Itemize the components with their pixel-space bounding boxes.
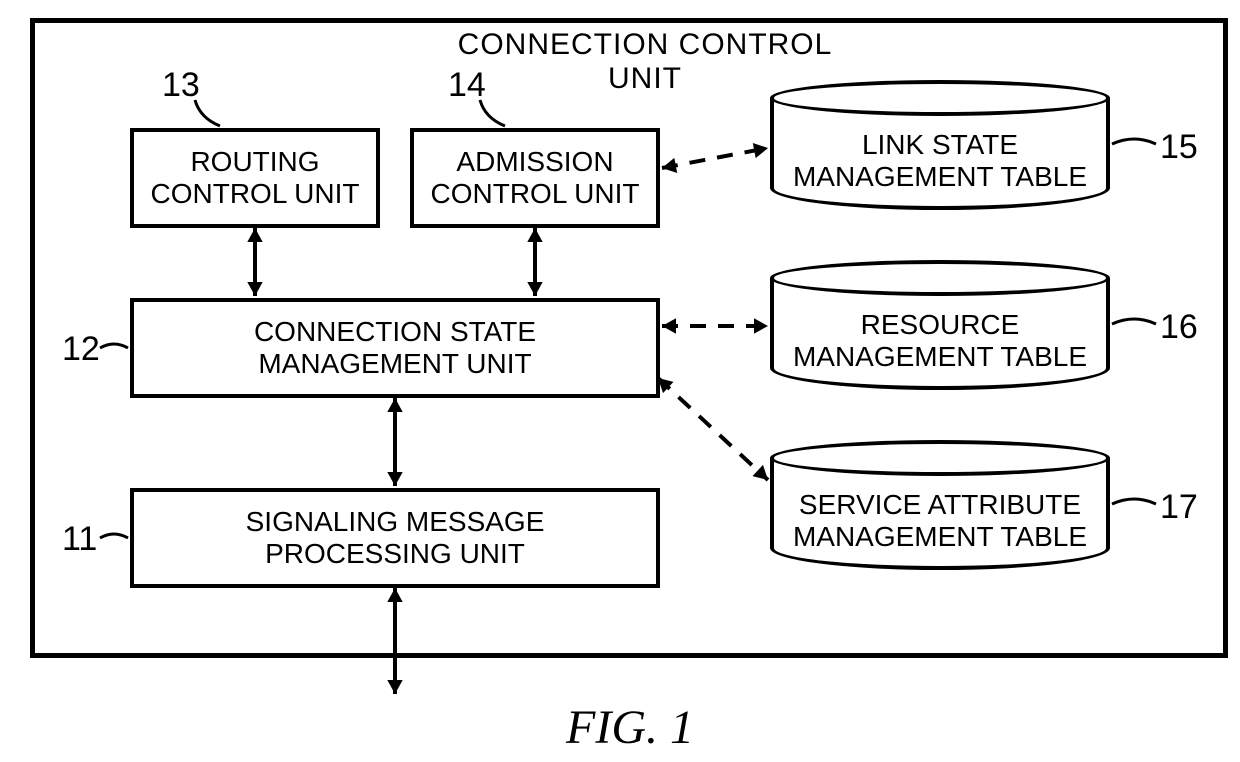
admission-control-unit-box: ADMISSIONCONTROL UNIT: [410, 128, 660, 228]
signaling-msg-proc-box: SIGNALING MESSAGEPROCESSING UNIT: [130, 488, 660, 588]
connection-state-mgmt-box: CONNECTION STATEMANAGEMENT UNIT: [130, 298, 660, 398]
ref-13: 13: [162, 66, 200, 105]
ref-11: 11: [62, 520, 97, 559]
admission-label: ADMISSIONCONTROL UNIT: [431, 146, 640, 210]
ref-12: 12: [62, 330, 100, 369]
ref-16: 16: [1160, 308, 1198, 347]
ref-17: 17: [1160, 488, 1198, 527]
routing-label: ROUTINGCONTROL UNIT: [151, 146, 360, 210]
service-attr-label: SERVICE ATTRIBUTEMANAGEMENT TABLE: [793, 489, 1087, 553]
resource-label: RESOURCEMANAGEMENT TABLE: [793, 309, 1087, 373]
diagram-canvas: CONNECTION CONTROL UNIT ROUTINGCONTROL U…: [0, 0, 1240, 762]
signaling-label: SIGNALING MESSAGEPROCESSING UNIT: [246, 506, 545, 570]
link-state-label: LINK STATEMANAGEMENT TABLE: [793, 129, 1087, 193]
connstate-label: CONNECTION STATEMANAGEMENT UNIT: [254, 316, 536, 380]
ref-14: 14: [448, 66, 486, 105]
resource-table-cylinder: RESOURCEMANAGEMENT TABLE: [770, 260, 1110, 390]
service-attr-table-cylinder: SERVICE ATTRIBUTEMANAGEMENT TABLE: [770, 440, 1110, 570]
figure-caption: FIG. 1: [450, 700, 810, 755]
link-state-table-cylinder: LINK STATEMANAGEMENT TABLE: [770, 80, 1110, 210]
routing-control-unit-box: ROUTINGCONTROL UNIT: [130, 128, 380, 228]
ref-15: 15: [1160, 128, 1198, 167]
